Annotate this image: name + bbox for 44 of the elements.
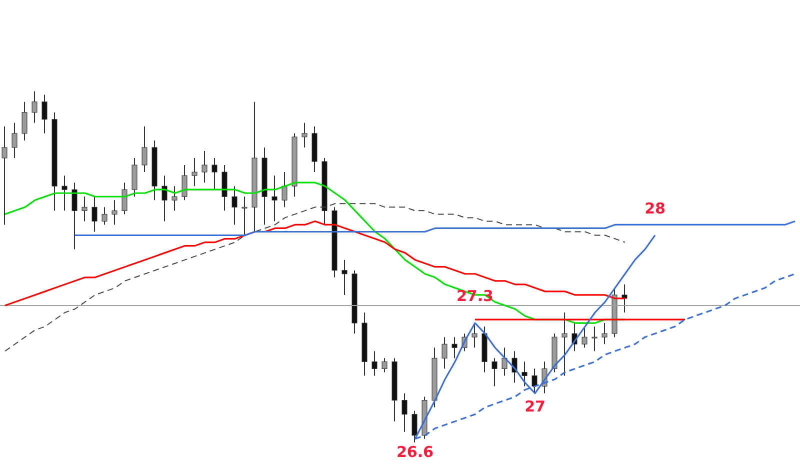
candlestick — [442, 336, 448, 370]
candlestick — [592, 326, 598, 352]
candlestick — [302, 122, 308, 148]
candlestick — [82, 196, 88, 222]
candlestick — [382, 358, 388, 373]
candlestick — [622, 284, 628, 314]
candlestick — [102, 206, 108, 226]
candlestick — [2, 126, 8, 226]
candlestick — [492, 358, 498, 387]
candlestick — [502, 347, 508, 376]
candlestick — [472, 322, 478, 348]
candlestick — [32, 90, 38, 124]
text: 26.6 — [396, 442, 434, 461]
candlestick — [602, 322, 608, 345]
candlestick — [182, 164, 188, 201]
candlestick — [192, 158, 198, 187]
candlestick — [42, 94, 48, 134]
candlestick — [272, 175, 278, 222]
candlestick — [582, 326, 588, 348]
candlestick — [402, 392, 408, 432]
candlestick — [12, 122, 18, 159]
candlestick — [22, 101, 28, 141]
candlestick — [232, 186, 238, 226]
candlestick — [72, 182, 78, 250]
candlestick — [562, 312, 568, 376]
candlestick — [92, 196, 98, 232]
candlestick — [112, 200, 118, 226]
candlestick — [202, 150, 208, 184]
candlestick — [162, 175, 168, 222]
candlestick — [142, 126, 148, 173]
candlestick — [342, 259, 348, 296]
candlestick — [532, 368, 538, 394]
candlestick — [452, 336, 458, 359]
candlestick — [412, 410, 418, 443]
annotation: 28 — [644, 199, 666, 218]
candlestick — [212, 158, 218, 190]
candlestick — [522, 361, 528, 387]
candlestick — [372, 350, 378, 376]
candlestick — [122, 182, 128, 215]
annotation: 27 — [524, 397, 546, 416]
candlestick — [242, 196, 248, 236]
candlestick — [172, 186, 178, 212]
candlestick — [282, 172, 288, 208]
candlestick — [62, 175, 68, 212]
